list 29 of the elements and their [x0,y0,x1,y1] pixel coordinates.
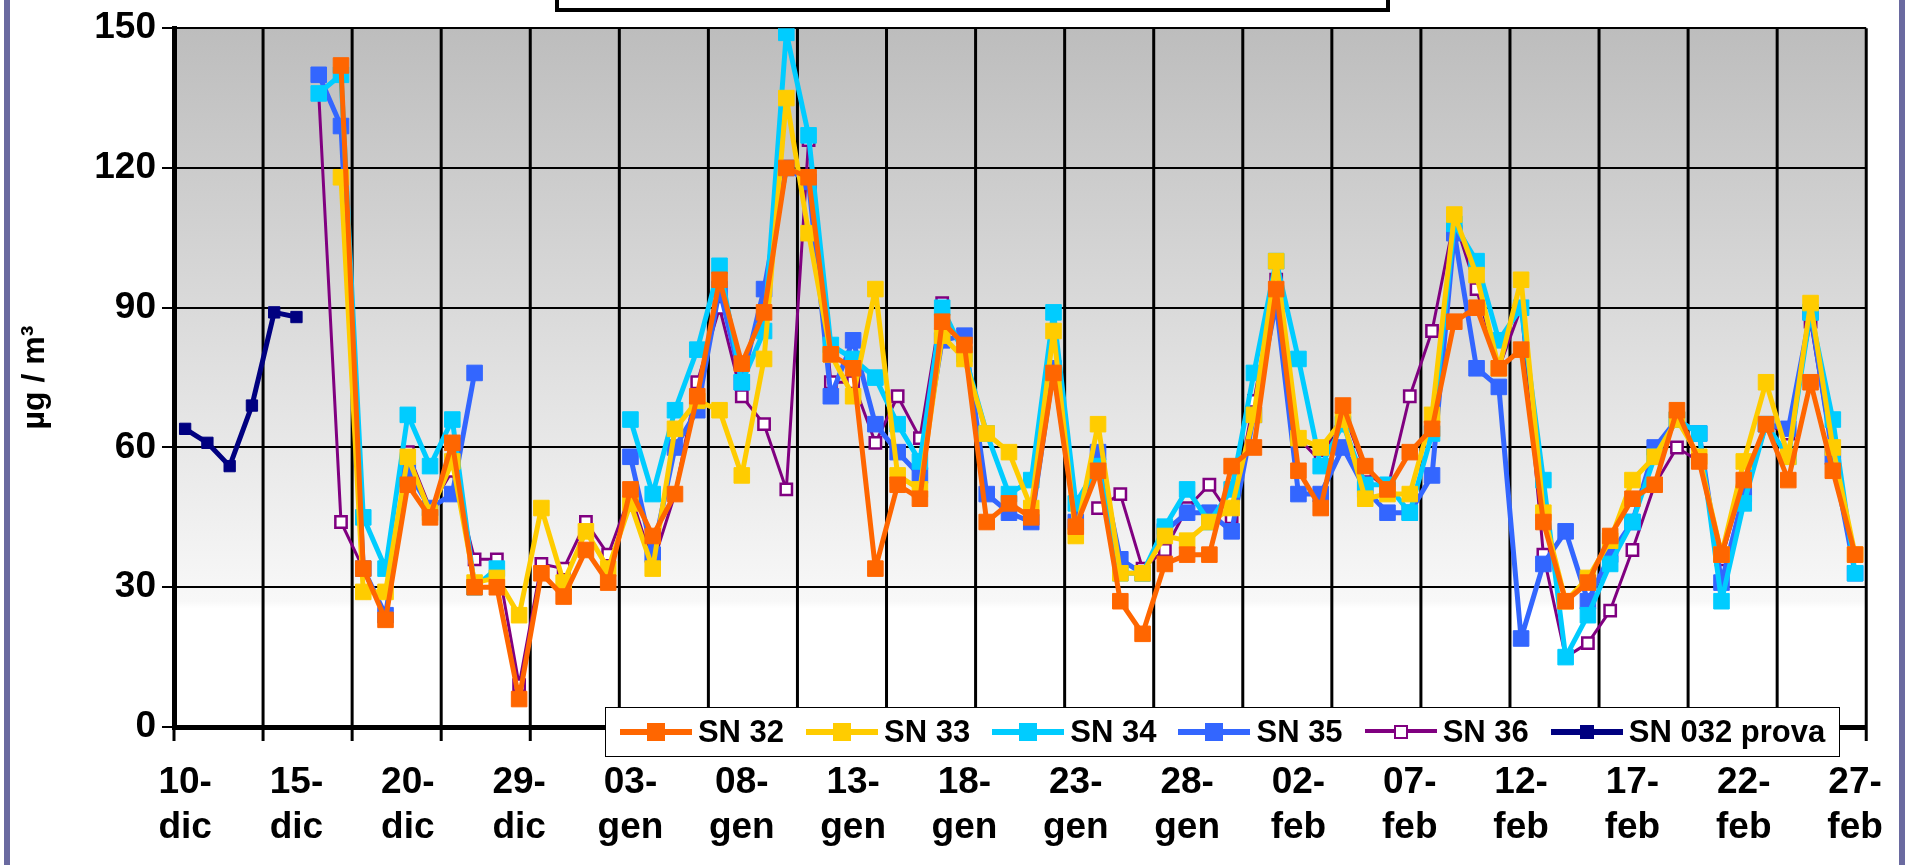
legend-label: SN 33 [884,714,971,750]
legend-label: SN 35 [1256,714,1343,750]
y-tick-label: 120 [94,145,156,187]
y-tick-label: 0 [135,704,156,746]
x-tick-label: 15-dic [269,760,324,846]
y-tick-label: 90 [114,284,156,326]
x-tick-label: 28-gen [1154,760,1220,846]
x-tick-label: 29-dic [492,760,546,846]
y-axis-title: µg / m³ [15,325,52,430]
legend-label: SN 36 [1442,714,1529,750]
legend-label: SN 34 [1070,714,1157,750]
x-tick-label: 03-gen [597,760,664,846]
x-tick-label: 17-feb [1604,760,1661,846]
x-tick-label: 13-gen [820,760,887,846]
y-tick-label: 30 [114,564,156,606]
x-tick-label: 20-dic [381,760,435,846]
x-tick-label: 02-feb [1270,760,1327,846]
x-tick-label: 10-dic [158,760,212,846]
legend-label: SN 032 prova [1628,714,1826,750]
y-tick-label: 60 [114,424,156,466]
x-tick-label: 22-feb [1716,760,1772,846]
x-tick-label: 23-gen [1042,760,1109,846]
x-tick-label: 27-feb [1827,760,1883,846]
x-tick-label: 08-gen [708,760,775,846]
y-tick-label: 150 [94,5,156,47]
x-tick-label: 12-feb [1493,760,1549,846]
x-tick-label: 07-feb [1382,760,1438,846]
x-tick-label: 18-gen [931,760,998,846]
legend-label: SN 32 [697,714,785,750]
